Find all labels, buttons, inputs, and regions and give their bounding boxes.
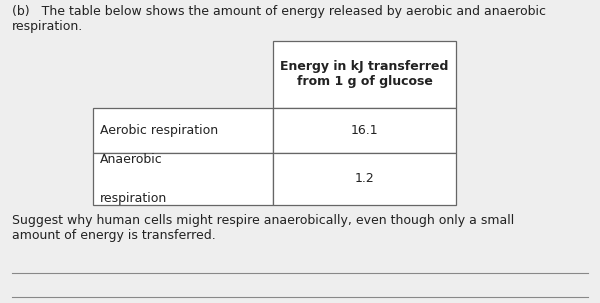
Text: respiration: respiration bbox=[100, 192, 167, 205]
Text: (b)   The table below shows the amount of energy released by aerobic and anaerob: (b) The table below shows the amount of … bbox=[12, 5, 546, 32]
Text: Aerobic respiration: Aerobic respiration bbox=[100, 124, 218, 137]
Text: Suggest why human cells might respire anaerobically, even though only a small
am: Suggest why human cells might respire an… bbox=[12, 214, 514, 241]
Text: Anaerobic: Anaerobic bbox=[100, 153, 163, 165]
Text: 16.1: 16.1 bbox=[350, 124, 379, 137]
Text: 1.2: 1.2 bbox=[355, 172, 374, 185]
Text: Energy in kJ transferred
from 1 g of glucose: Energy in kJ transferred from 1 g of glu… bbox=[280, 60, 449, 88]
